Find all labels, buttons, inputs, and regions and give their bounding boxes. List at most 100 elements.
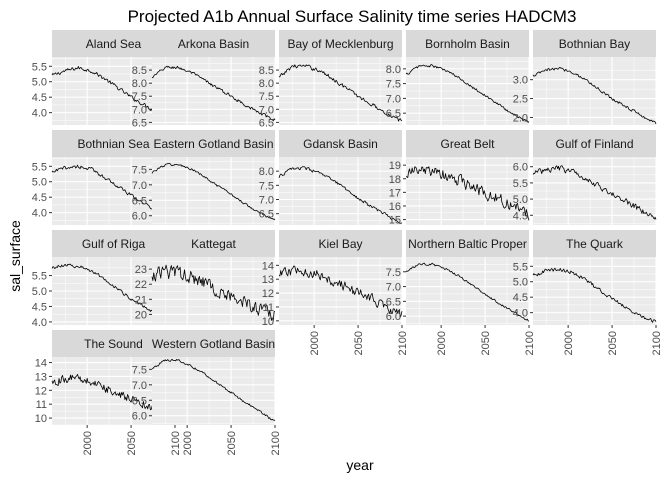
- facet-label-western-gotland-basin: Western Gotland Basin: [152, 337, 275, 351]
- series-line-the-quark: [532, 267, 657, 323]
- series-line-arkona-basin: [151, 65, 276, 122]
- x-tick-label: 2050: [126, 431, 138, 455]
- y-tick-label: 11: [263, 302, 274, 314]
- facet-label-arkona-basin: Arkona Basin: [178, 37, 249, 51]
- series-line-western-gotland-basin: [151, 358, 276, 421]
- y-tick-label: 8.0: [386, 64, 401, 76]
- y-tick-label: 8.0: [259, 166, 274, 178]
- facet-gulf-of-finland: Gulf of Finland 4.5 5.0 5.5 6.0: [513, 130, 657, 225]
- y-tick-label: 5.0: [32, 177, 47, 189]
- facet-label-gulf-of-riga: Gulf of Riga: [82, 237, 146, 251]
- y-tick-label: 13: [35, 371, 47, 383]
- y-tick-label: 20: [135, 309, 147, 321]
- y-tick-label: 7.0: [132, 180, 147, 192]
- y-tick-label: 8.5: [132, 65, 147, 77]
- facet-strip: [406, 30, 529, 57]
- y-tick-label: 4.0: [513, 308, 528, 320]
- y-tick-label: 10: [35, 413, 47, 425]
- facet-label-gdansk-basin: Gdansk Basin: [303, 137, 378, 151]
- facet-panel-background: [279, 157, 402, 225]
- x-tick-label: 2000: [309, 331, 321, 355]
- y-tick-label: 11: [36, 399, 47, 411]
- x-tick-label: 2100: [270, 431, 282, 455]
- x-tick-label: 2000: [563, 331, 575, 355]
- y-tick-label: 19: [389, 160, 401, 172]
- y-tick-label: 4.0: [32, 208, 47, 220]
- y-tick-label: 4.5: [32, 301, 47, 313]
- y-tick-label: 4.0: [32, 317, 47, 329]
- y-axis-title: sal_surface: [7, 220, 23, 292]
- facet-panel-background: [406, 257, 529, 325]
- y-tick-label: 6.0: [132, 211, 147, 223]
- y-tick-label: 7.0: [132, 380, 147, 392]
- y-tick-label: 4.5: [513, 210, 528, 222]
- y-tick-label: 7.0: [132, 104, 147, 116]
- series-line-gulf-of-finland: [532, 165, 657, 220]
- y-tick-label: 8.5: [259, 65, 274, 77]
- facet-panel-background: [533, 257, 656, 325]
- facet-strip: [152, 30, 275, 57]
- facet-label-the-quark: The Quark: [566, 237, 624, 251]
- y-tick-label: 5.5: [32, 161, 47, 173]
- x-tick-label: 2100: [397, 331, 409, 355]
- facet-bothnian-bay: Bothnian Bay 2.0 2.5 3.0: [513, 30, 657, 125]
- facet-label-gulf-of-finland: Gulf of Finland: [555, 137, 633, 151]
- x-tick-label: 2100: [170, 431, 182, 455]
- facet-northern-baltic-proper: Northern Baltic Proper 6.0 6.5 7.0 7.5: [386, 230, 530, 325]
- facet-label-bay-of-mecklenburg: Bay of Mecklenburg: [287, 37, 393, 51]
- y-tick-label: 7.5: [259, 180, 274, 192]
- y-tick-label: 7.5: [386, 79, 401, 91]
- y-tick-label: 7.5: [132, 164, 147, 176]
- facet-label-bothnian-bay: Bothnian Bay: [559, 37, 630, 51]
- facet-strip: [533, 230, 656, 257]
- y-tick-label: 7.0: [259, 195, 274, 207]
- chart-title: Projected A1b Annual Surface Salinity ti…: [128, 7, 577, 26]
- y-tick-label: 3.0: [513, 75, 528, 87]
- facet-eastern-gotland-basin: Eastern Gotland Basin 6.0 6.5 7.0 7.5: [132, 130, 276, 225]
- facet-kiel-bay: Kiel Bay 10 11 12 13 14: [262, 230, 403, 328]
- facet-panel-background: [279, 57, 402, 125]
- series-line-bornholm-basin: [405, 64, 530, 123]
- facet-label-aland-sea: Aland Sea: [86, 37, 142, 51]
- y-tick-label: 12: [35, 385, 47, 397]
- y-tick-label: 6.0: [132, 411, 147, 423]
- y-tick-label: 6.5: [132, 195, 147, 207]
- x-tick-label: 2050: [480, 331, 492, 355]
- facet-kattegat: Kattegat 20 21 22 23: [135, 230, 276, 325]
- y-tick-label: 5.5: [32, 61, 47, 73]
- facet-strip: [152, 130, 275, 157]
- x-tick-label: 2050: [226, 431, 238, 455]
- y-tick-label: 5.0: [32, 286, 47, 298]
- x-tick-label: 2050: [353, 331, 365, 355]
- y-tick-label: 18: [389, 174, 401, 186]
- facet-label-kiel-bay: Kiel Bay: [318, 237, 362, 251]
- series-line-bay-of-mecklenburg: [278, 64, 403, 122]
- y-tick-label: 2.0: [513, 112, 528, 124]
- facet-gdansk-basin: Gdansk Basin 6.5 7.0 7.5 8.0: [259, 130, 403, 225]
- y-tick-label: 5.5: [32, 271, 47, 283]
- series-line-great-belt: [405, 166, 530, 221]
- y-tick-label: 4.5: [513, 292, 528, 304]
- y-tick-label: 23: [135, 264, 147, 276]
- y-tick-label: 7.0: [386, 93, 401, 105]
- series-line-bothnian-bay: [532, 67, 657, 125]
- y-tick-label: 13: [262, 274, 274, 286]
- x-tick-label: 2000: [82, 431, 94, 455]
- facet-strip: [279, 130, 402, 157]
- facet-label-northern-baltic-proper: Northern Baltic Proper: [408, 237, 527, 251]
- y-tick-label: 12: [262, 288, 274, 300]
- x-axis-title: year: [346, 457, 374, 473]
- facet-panel-background: [279, 257, 402, 325]
- y-tick-label: 8.0: [132, 78, 147, 90]
- y-tick-label: 6.0: [386, 311, 401, 323]
- series-line-kattegat: [151, 264, 276, 322]
- x-tick-label: 2000: [182, 431, 194, 455]
- facet-label-kattegat: Kattegat: [191, 237, 236, 251]
- facet-panel-background: [533, 57, 656, 125]
- y-tick-label: 6.0: [513, 162, 528, 174]
- y-tick-label: 6.5: [386, 296, 401, 308]
